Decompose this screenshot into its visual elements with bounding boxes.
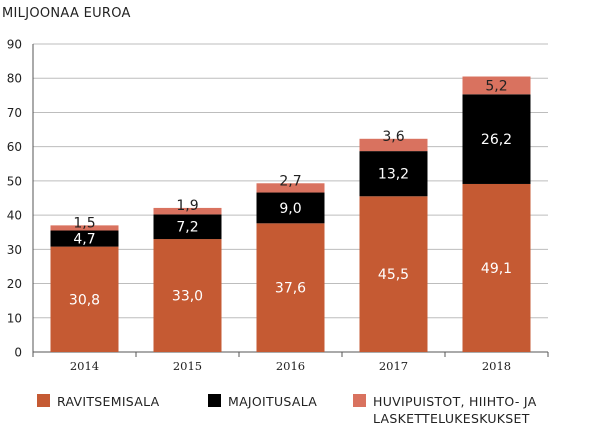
bar-segment-3 [256, 183, 325, 193]
bar-segment-1 [50, 246, 119, 352]
x-tick-label: 2018 [482, 359, 511, 373]
legend-label: MAJOITUSALA [228, 394, 317, 409]
bar-segment-3 [462, 76, 531, 95]
data-label: 45,5 [378, 267, 409, 283]
bar-segment-2 [256, 192, 325, 224]
bar-stack-2014: 30,8 4,71,5 [50, 215, 119, 352]
bar-segment-2 [359, 151, 428, 197]
y-tick-label: 10 [7, 311, 22, 325]
bar-stack-2017: 45,5 13,2 3,6 [359, 129, 428, 352]
data-label: 5,2 [485, 78, 507, 94]
y-tick-label: 30 [7, 243, 22, 257]
legend-item-3: HUVIPUISTOT, HIIHTO- JA LASKETTELUKESKUKS… [353, 394, 537, 426]
data-label: 3,6 [382, 129, 404, 145]
legend-swatch [208, 394, 221, 407]
data-label: 33,0 [172, 289, 203, 305]
y-tick-label: 50 [7, 174, 22, 188]
data-label: 2,7 [279, 173, 301, 189]
bar-stack-2016: 37,6 9,0 2,7 [256, 173, 325, 352]
data-label: 30,8 [69, 292, 100, 308]
data-label: 49,1 [481, 261, 512, 277]
bar-segment-2 [153, 214, 222, 240]
y-tick-label: 0 [14, 346, 22, 360]
y-tick-label: 70 [7, 106, 22, 120]
bar-segment-1 [462, 183, 531, 352]
bar-stack-2015: 33,0 7,2 1,9 [153, 198, 222, 352]
y-tick-label: 80 [7, 72, 22, 86]
legend-item-2: MAJOITUSALA [208, 394, 317, 409]
y-tick-label: 90 [7, 38, 22, 52]
legend-label: HUVIPUISTOT, HIIHTO- JA [373, 394, 537, 409]
bar-segment-1 [153, 239, 222, 352]
legend-swatch [37, 394, 50, 407]
data-label: 4,7 [73, 232, 95, 248]
bar-stack-2018: 49,1 26,2 5,2 [462, 76, 531, 352]
data-label: 13,2 [378, 167, 409, 183]
y-axis: 0 10 20 30 40 50 60 70 80 90 [7, 38, 34, 360]
data-label: 1,5 [73, 215, 95, 231]
bar-segment-1 [359, 196, 428, 352]
bar-segment-3 [50, 225, 119, 231]
bar-segment-3 [153, 207, 222, 215]
unit-label: MILJOONAA EUROA [2, 6, 131, 21]
x-tick-label: 2016 [276, 359, 305, 373]
bar-segment-2 [50, 230, 119, 247]
data-label: 7,2 [176, 220, 198, 236]
data-label: 1,9 [176, 198, 198, 214]
y-tick-label: 40 [7, 209, 22, 223]
legend-item-1: RAVITSEMISALA [37, 394, 160, 409]
x-tick-label: 2015 [173, 359, 202, 373]
data-label: 37,6 [275, 281, 306, 297]
legend-label: LASKETTELUKESKUKSET [373, 411, 530, 426]
bar-segment-2 [462, 94, 531, 184]
x-tick-label: 2017 [379, 359, 408, 373]
bar-segment-3 [359, 138, 428, 152]
bars: 30,8 4,71,5 33,0 7,2 1,9 37,6 9,0 2,7 45,5 13,2 3,… [50, 76, 531, 352]
bar-segment-1 [256, 223, 325, 352]
y-tick-label: 20 [7, 277, 22, 291]
legend: RAVITSEMISALA MAJOITUSALA HUVIPUISTOT, HII… [37, 394, 537, 426]
x-tick-label: 2014 [70, 359, 99, 373]
y-tick-label: 60 [7, 140, 22, 154]
data-label: 26,2 [481, 132, 512, 148]
legend-label: RAVITSEMISALA [57, 394, 160, 409]
x-axis: 2014 2015 2016 2017 2018 [32, 352, 549, 373]
legend-swatch [353, 394, 366, 407]
data-label: 9,0 [279, 201, 301, 217]
